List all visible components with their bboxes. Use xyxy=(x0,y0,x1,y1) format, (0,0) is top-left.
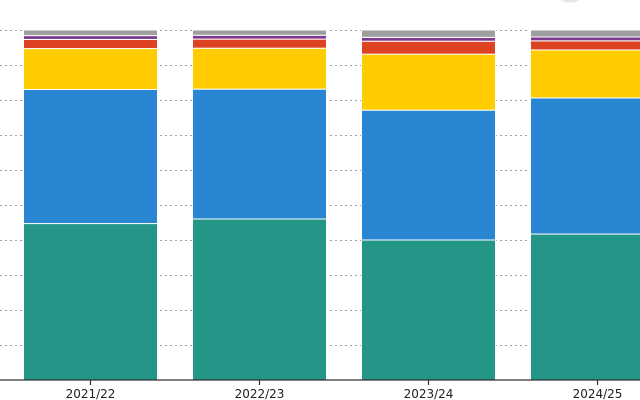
bar-segment xyxy=(530,49,640,99)
bar-segment xyxy=(361,53,496,111)
x-tick-label: 2024/25 xyxy=(573,387,623,400)
x-axis-tick-labels: 2021/22 2022/23 2023/24 2024/25 xyxy=(66,387,623,400)
bar-stack-2024/25 xyxy=(530,29,640,381)
bar-segment xyxy=(23,89,158,225)
bar-segment xyxy=(530,97,640,235)
bar-stack-2023/24 xyxy=(361,29,496,381)
bar-segment xyxy=(361,29,496,38)
bar-stack-2021/22 xyxy=(23,29,158,381)
bar-segment xyxy=(361,239,496,381)
bar-segment xyxy=(530,29,640,38)
x-axis-ticks xyxy=(89,380,599,385)
bar-segment xyxy=(23,29,158,37)
bar-segment xyxy=(192,29,327,36)
bar-segment xyxy=(361,40,496,55)
bar-segment xyxy=(361,109,496,241)
bar-segment xyxy=(23,223,158,381)
bar-segment xyxy=(192,88,327,220)
x-tick-label: 2023/24 xyxy=(404,387,454,400)
bar-segment xyxy=(192,38,327,49)
bar-segment xyxy=(23,35,158,40)
cropped-control-icon xyxy=(560,0,580,3)
bar-stack-2022/23 xyxy=(192,29,327,381)
bar-segment xyxy=(192,34,327,40)
bar-segment xyxy=(23,38,158,50)
bars xyxy=(23,29,640,381)
bar-segment xyxy=(192,47,327,90)
x-tick-label: 2021/22 xyxy=(66,387,116,400)
x-tick-label: 2022/23 xyxy=(235,387,285,400)
bar-segment xyxy=(192,218,327,381)
bar-segment xyxy=(530,233,640,381)
bar-segment xyxy=(361,36,496,42)
bar-segment xyxy=(530,36,640,42)
bar-segment xyxy=(23,48,158,90)
bar-segment xyxy=(530,40,640,51)
